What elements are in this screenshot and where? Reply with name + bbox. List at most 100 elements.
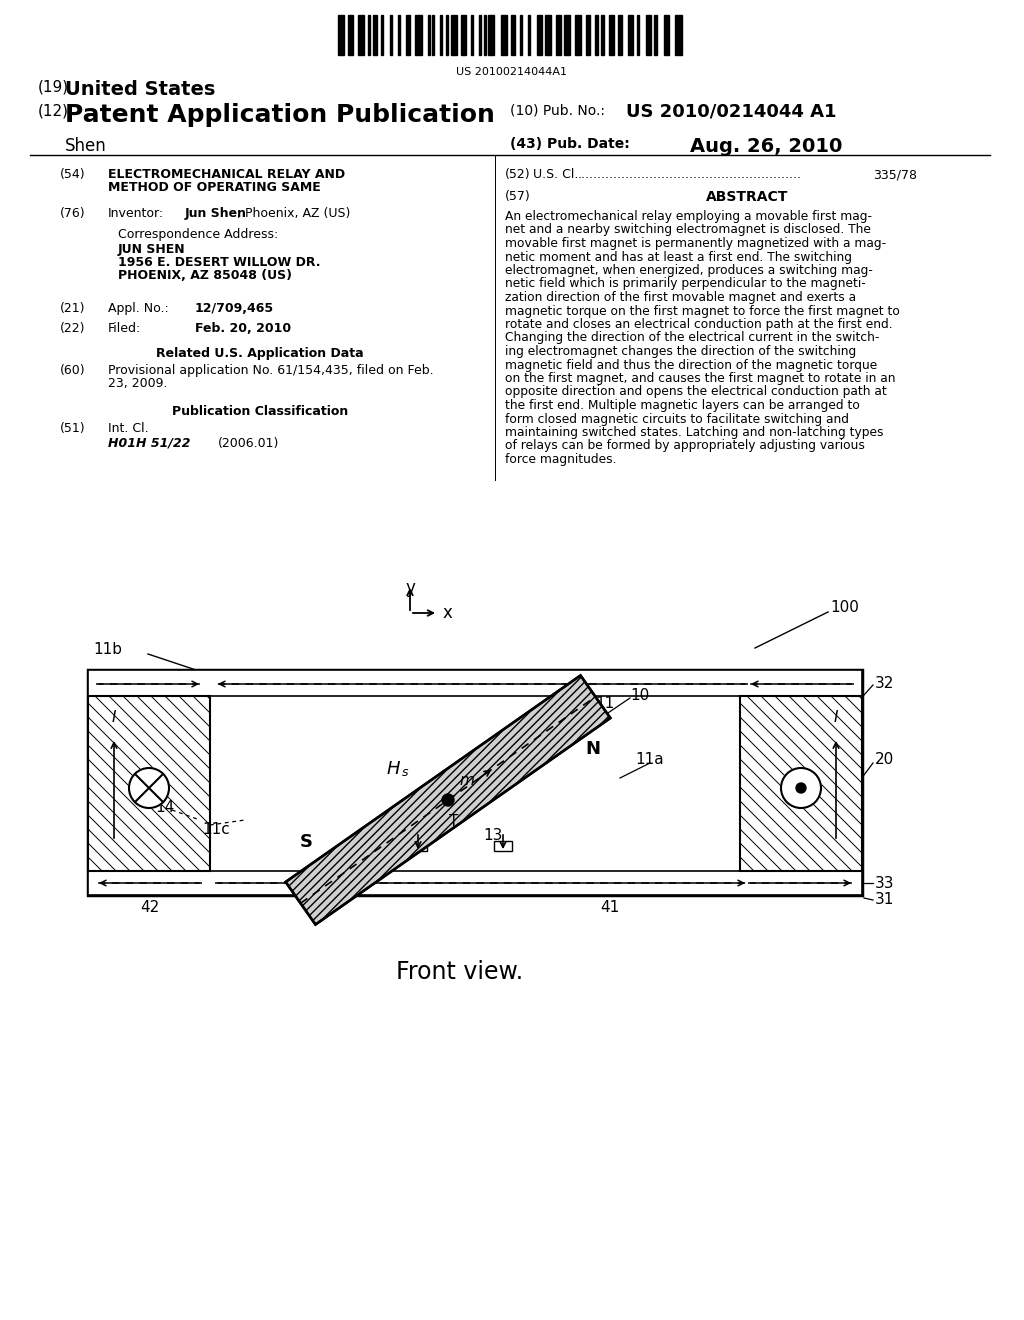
Bar (664, 15, 669, 55)
Text: magnetic field and thus the direction of the magnetic torque: magnetic field and thus the direction of… (505, 359, 878, 371)
Text: electromagnet, when energized, produces a switching mag-: electromagnet, when energized, produces … (505, 264, 872, 277)
Text: Appl. No.:: Appl. No.: (108, 302, 169, 315)
Text: 14: 14 (155, 800, 174, 816)
Bar (409, 841, 427, 851)
Bar (618, 15, 623, 55)
Bar (654, 15, 657, 55)
Bar (501, 15, 507, 55)
Text: Provisional application No. 61/154,435, filed on Feb.: Provisional application No. 61/154,435, … (108, 364, 433, 378)
Text: opposite direction and opens the electrical conduction path at: opposite direction and opens the electri… (505, 385, 887, 399)
Bar (564, 15, 569, 55)
Text: the first end. Multiple magnetic layers can be arranged to: the first end. Multiple magnetic layers … (505, 399, 860, 412)
Text: 20: 20 (874, 752, 894, 767)
Bar (398, 15, 400, 55)
Text: (43) Pub. Date:: (43) Pub. Date: (510, 137, 630, 150)
Text: ing electromagnet changes the direction of the switching: ing electromagnet changes the direction … (505, 345, 856, 358)
Bar (439, 15, 441, 55)
Text: (52): (52) (505, 168, 530, 181)
Text: 15: 15 (368, 822, 387, 837)
Circle shape (129, 768, 169, 808)
Text: on the first magnet, and causes the first magnet to rotate in an: on the first magnet, and causes the firs… (505, 372, 896, 385)
Text: (12): (12) (38, 103, 69, 117)
Text: 23, 2009.: 23, 2009. (108, 378, 168, 389)
Text: H: H (386, 759, 399, 777)
Text: US 2010/0214044 A1: US 2010/0214044 A1 (626, 103, 837, 121)
Text: Front view.: Front view. (396, 960, 523, 983)
Text: (60): (60) (60, 364, 86, 378)
Text: S: S (300, 833, 312, 851)
Bar (637, 15, 639, 55)
Text: (76): (76) (60, 207, 86, 220)
Text: 11b: 11b (93, 643, 123, 657)
Bar (537, 15, 542, 55)
Text: H01H 51/22: H01H 51/22 (108, 437, 190, 450)
Bar (484, 15, 486, 55)
Bar (88, 671, 862, 696)
Text: (21): (21) (60, 302, 85, 315)
Text: JUN SHEN: JUN SHEN (118, 243, 185, 256)
Bar (595, 15, 598, 55)
Text: form closed magnetic circuits to facilitate switching and: form closed magnetic circuits to facilit… (505, 412, 849, 425)
Bar (646, 15, 651, 55)
Bar (628, 15, 633, 55)
Text: movable first magnet is permanently magnetized with a mag-: movable first magnet is permanently magn… (505, 238, 886, 249)
Text: netic field which is primarily perpendicular to the magneti-: netic field which is primarily perpendic… (505, 277, 865, 290)
Text: An electromechanical relay employing a movable first mag-: An electromechanical relay employing a m… (505, 210, 872, 223)
Text: of relays can be formed by appropriately adjusting various: of relays can be formed by appropriately… (505, 440, 865, 453)
Text: N: N (586, 741, 600, 759)
Text: 11c: 11c (202, 822, 229, 837)
Bar (494, 841, 512, 851)
Text: y: y (406, 579, 415, 597)
Bar (675, 15, 682, 55)
Text: 11: 11 (595, 696, 614, 710)
Text: Patent Application Publication: Patent Application Publication (65, 103, 495, 127)
Text: T: T (450, 814, 459, 829)
Bar (608, 15, 614, 55)
Text: ELECTROMECHANICAL RELAY AND: ELECTROMECHANICAL RELAY AND (108, 168, 345, 181)
Text: 33: 33 (874, 875, 895, 891)
Text: net and a nearby switching electromagnet is disclosed. The: net and a nearby switching electromagnet… (505, 223, 870, 236)
Text: United States: United States (65, 81, 215, 99)
Text: Inventor:: Inventor: (108, 207, 164, 220)
Text: (2006.01): (2006.01) (218, 437, 280, 450)
Text: 31: 31 (874, 892, 894, 908)
Text: rotate and closes an electrical conduction path at the first end.: rotate and closes an electrical conducti… (505, 318, 893, 331)
Text: 100: 100 (830, 601, 859, 615)
Bar (601, 15, 604, 55)
Circle shape (781, 768, 821, 808)
Text: Filed:: Filed: (108, 322, 141, 335)
Bar (347, 15, 353, 55)
Bar (545, 15, 551, 55)
Text: maintaining switched states. Latching and non-latching types: maintaining switched states. Latching an… (505, 426, 884, 440)
Bar (406, 15, 410, 55)
Text: ........................................................: ........................................… (578, 168, 802, 181)
Text: 10: 10 (630, 688, 649, 702)
Bar (88, 671, 862, 895)
Bar (368, 15, 370, 55)
Text: Correspondence Address:: Correspondence Address: (118, 228, 279, 242)
Bar (574, 15, 582, 55)
Bar (445, 15, 447, 55)
Text: zation direction of the first movable magnet and exerts a: zation direction of the first movable ma… (505, 290, 856, 304)
Text: (19): (19) (38, 81, 70, 95)
Bar (390, 15, 392, 55)
Text: U.S. Cl.: U.S. Cl. (534, 168, 579, 181)
Bar (556, 15, 561, 55)
Text: I: I (834, 710, 839, 726)
Text: PHOENIX, AZ 85048 (US): PHOENIX, AZ 85048 (US) (118, 269, 292, 282)
Text: 13: 13 (483, 828, 503, 842)
Text: 32: 32 (874, 676, 894, 690)
Bar (461, 15, 466, 55)
Text: magnetic torque on the first magnet to force the first magnet to: magnetic torque on the first magnet to f… (505, 305, 900, 318)
Bar (471, 15, 473, 55)
Text: Publication Classification: Publication Classification (172, 405, 348, 418)
Circle shape (442, 795, 454, 807)
Text: 12/709,465: 12/709,465 (195, 302, 274, 315)
Text: Int. Cl.: Int. Cl. (108, 422, 148, 436)
Text: Aug. 26, 2010: Aug. 26, 2010 (690, 137, 843, 156)
Bar (488, 15, 495, 55)
Bar (478, 15, 480, 55)
Text: I: I (112, 710, 117, 726)
Bar (415, 15, 422, 55)
Bar (432, 15, 434, 55)
